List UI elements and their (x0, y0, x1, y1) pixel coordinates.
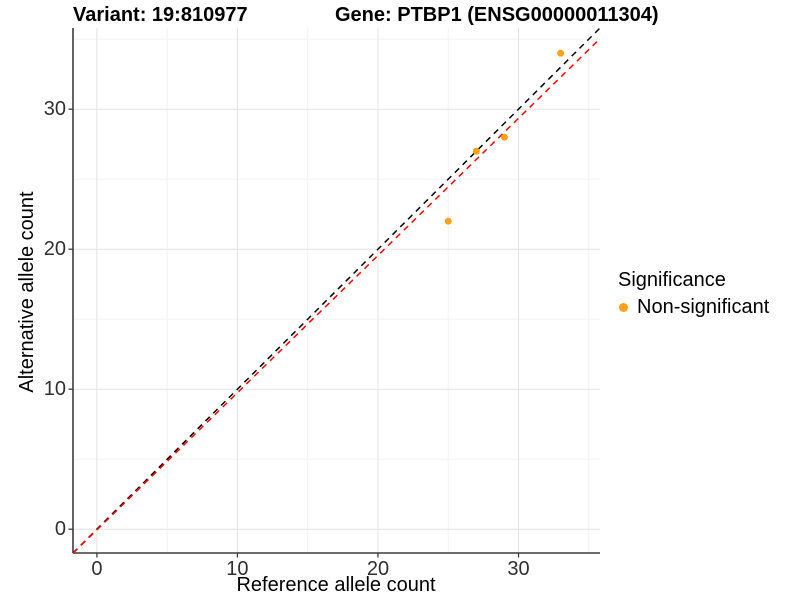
y-axis-title: Alternative allele count (16, 191, 38, 393)
variant-title: Variant: 19:810977 (73, 4, 248, 26)
fit-line (72, 38, 601, 554)
x-tick-label: 20 (366, 558, 390, 580)
legend: Significance Non-significant (615, 268, 795, 318)
legend-item-non-significant: Non-significant (615, 296, 795, 318)
identity-line (72, 27, 601, 554)
x-tick-label: 10 (226, 558, 249, 580)
y-tick-label: 10 (43, 378, 66, 401)
x-axis-title: Reference allele count (236, 574, 436, 596)
data-point (500, 133, 508, 141)
gene-title: Gene: PTBP1 (ENSG00000011304) (335, 4, 659, 26)
legend-title: Significance (618, 269, 726, 291)
x-tick-label: 30 (507, 558, 530, 580)
y-tick-label: 30 (43, 98, 66, 121)
legend-item-label: Non-significant (637, 296, 770, 318)
y-tick-label: 0 (54, 518, 66, 541)
x-tick-label: 0 (91, 558, 103, 580)
data-point (472, 147, 480, 155)
y-tick-label: 20 (43, 238, 66, 261)
data-point (444, 217, 452, 225)
data-point (557, 49, 565, 57)
non-significant-point-icon (619, 302, 628, 312)
